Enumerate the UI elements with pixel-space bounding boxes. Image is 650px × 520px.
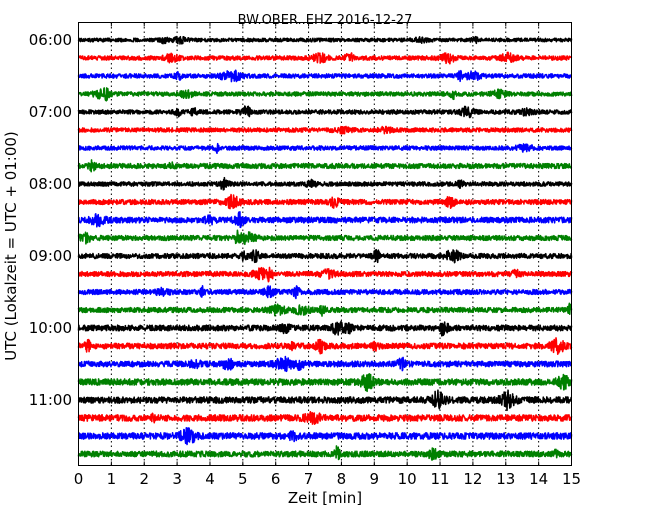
x-tick-label: 10 bbox=[398, 470, 417, 488]
trace-0730 bbox=[77, 142, 573, 155]
trace-1030 bbox=[77, 355, 572, 373]
trace-0845 bbox=[77, 229, 573, 246]
x-tick-label: 11 bbox=[430, 470, 449, 488]
x-tick-labels: 0 1 2 3 4 5 6 7 8 9 10 11 12 13 14 15 bbox=[74, 470, 581, 488]
trace-1130 bbox=[77, 427, 573, 446]
plot-frame bbox=[78, 22, 572, 466]
x-tick-label: 8 bbox=[337, 470, 347, 488]
trace-1115 bbox=[77, 410, 573, 425]
x-tick-label: 2 bbox=[139, 470, 149, 488]
trace-1000 bbox=[77, 320, 573, 337]
trace-0900 bbox=[77, 248, 573, 264]
y-tick-label: 09:00 bbox=[29, 247, 72, 265]
trace-0630 bbox=[77, 69, 572, 83]
trace-1045 bbox=[77, 373, 573, 393]
trace-0915 bbox=[77, 266, 573, 283]
trace-0615 bbox=[77, 51, 573, 65]
trace-0815 bbox=[77, 193, 573, 210]
trace-1100 bbox=[77, 389, 573, 412]
y-tick-label: 11:00 bbox=[29, 391, 72, 409]
trace-0645 bbox=[78, 87, 573, 102]
chart-title: BW.OBER..EHZ 2016-12-27 bbox=[238, 13, 413, 28]
grid-lines bbox=[110, 22, 540, 466]
y-tick-labels: 06:00 07:00 08:00 09:00 10:00 11:00 bbox=[29, 31, 72, 409]
x-tick-label: 5 bbox=[238, 470, 248, 488]
x-axis-label: Zeit [min] bbox=[288, 489, 362, 507]
trace-1015 bbox=[77, 337, 573, 355]
ticks bbox=[78, 22, 572, 466]
x-tick-label: 12 bbox=[463, 470, 482, 488]
y-tick-label: 08:00 bbox=[29, 175, 72, 193]
y-axis-label: UTC (Lokalzeit = UTC + 01:00) bbox=[2, 131, 20, 361]
trace-0745 bbox=[77, 159, 573, 173]
x-tick-label: 14 bbox=[529, 470, 548, 488]
y-tick-label: 10:00 bbox=[29, 319, 72, 337]
y-tick-label: 06:00 bbox=[29, 31, 72, 49]
x-tick-label: 13 bbox=[496, 470, 515, 488]
trace-group bbox=[77, 35, 573, 461]
y-tick-label: 07:00 bbox=[29, 103, 72, 121]
x-tick-label: 4 bbox=[205, 470, 215, 488]
trace-0715 bbox=[77, 125, 573, 135]
trace-0800 bbox=[77, 176, 573, 191]
x-tick-label: 1 bbox=[107, 470, 117, 488]
x-tick-label: 15 bbox=[562, 470, 581, 488]
x-tick-label: 9 bbox=[370, 470, 380, 488]
trace-0930 bbox=[77, 284, 573, 300]
x-tick-label: 7 bbox=[304, 470, 314, 488]
trace-0830 bbox=[77, 211, 573, 229]
trace-1145 bbox=[77, 445, 573, 461]
trace-0945 bbox=[77, 302, 573, 317]
x-tick-label: 3 bbox=[172, 470, 182, 488]
x-tick-label: 6 bbox=[271, 470, 281, 488]
trace-0700 bbox=[77, 105, 573, 119]
x-tick-label: 0 bbox=[74, 470, 84, 488]
trace-0600 bbox=[77, 35, 573, 45]
